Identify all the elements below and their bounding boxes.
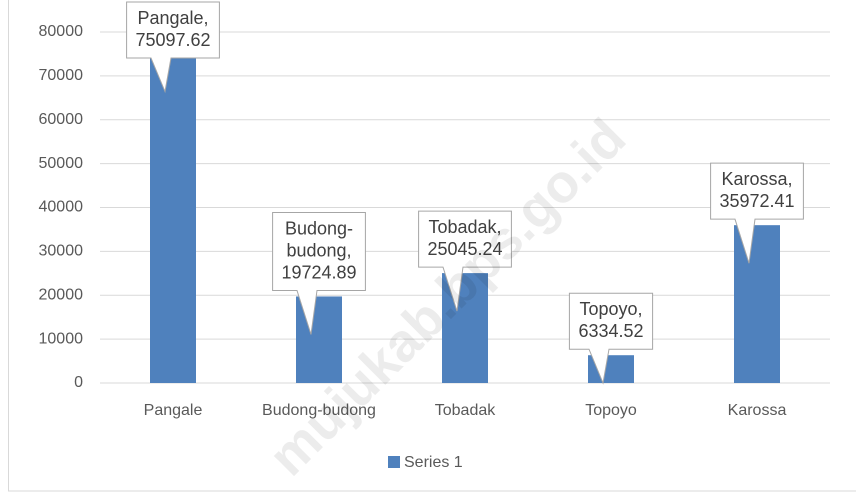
bar: [150, 53, 196, 384]
bar: [734, 225, 780, 383]
data-label: Tobadak, 25045.24: [427, 217, 502, 259]
y-tick-label: 30000: [39, 243, 84, 260]
data-label: Budong-budong, 19724.89: [281, 218, 356, 282]
x-tick-label: Budong-budong: [262, 402, 376, 419]
y-tick-label: 20000: [39, 286, 84, 303]
legend-label: Series 1: [404, 454, 463, 471]
bar: [442, 273, 488, 383]
data-label-callout: [568, 292, 654, 385]
x-tick-label: Karossa: [728, 402, 787, 419]
data-label: Karossa, 35972.41: [719, 169, 794, 211]
x-tick-label: Pangale: [144, 402, 203, 419]
y-tick-label: 50000: [39, 155, 84, 172]
legend-swatch: [388, 456, 400, 468]
data-label-callout: [418, 210, 512, 312]
data-label-callout: [126, 1, 220, 94]
data-label-callout: [272, 211, 366, 335]
data-label: Topoyo, 6334.52: [578, 299, 643, 341]
x-tick-label: Topoyo: [585, 402, 637, 419]
data-label-callout: [710, 162, 804, 264]
x-tick-label: Tobadak: [435, 402, 496, 419]
y-tick-label: 80000: [39, 23, 84, 40]
chart-border: [8, 0, 856, 492]
y-tick-label: 70000: [39, 67, 84, 84]
y-tick-label: 60000: [39, 111, 84, 128]
y-tick-label: 10000: [39, 330, 84, 347]
data-label: Pangale, 75097.62: [135, 8, 210, 50]
y-tick-label: 40000: [39, 199, 84, 216]
y-tick-label: 0: [74, 374, 83, 391]
